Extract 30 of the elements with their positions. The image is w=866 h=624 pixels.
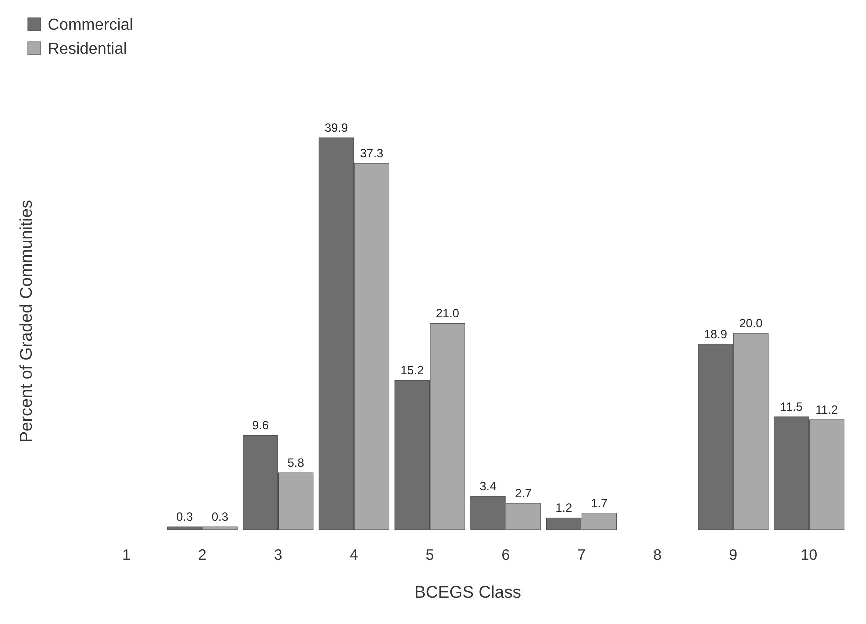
data-label: 11.5 (780, 400, 804, 414)
x-tick-label: 2 (198, 547, 207, 564)
x-axis-title: BCEGS Class (414, 583, 522, 602)
data-label: 3.4 (480, 480, 497, 494)
data-label: 1.7 (591, 496, 608, 510)
x-tick-label: 6 (502, 547, 510, 564)
x-tick-label: 8 (653, 547, 662, 564)
data-label: 37.3 (360, 146, 384, 161)
data-label: 20.0 (739, 316, 764, 331)
legend-label: Commercial (48, 17, 134, 34)
x-tick-label: 9 (729, 547, 738, 564)
x-tick-label: 10 (800, 547, 818, 564)
data-label: 5.8 (288, 456, 305, 470)
data-label: 39.9 (324, 121, 349, 135)
x-tick-label: 5 (426, 547, 434, 564)
data-label: 18.9 (704, 327, 728, 342)
x-tick-label: 7 (578, 547, 586, 564)
y-axis-title: Percent of Graded Communities (17, 200, 36, 443)
x-tick-label: 4 (350, 547, 358, 564)
legend-label: Residential (48, 41, 128, 58)
data-label: 21.0 (436, 306, 460, 321)
data-label: 15.2 (400, 364, 424, 378)
data-label: 0.3 (212, 510, 229, 524)
data-label: 2.7 (515, 486, 532, 500)
data-label: 1.2 (556, 501, 573, 516)
data-label: 11.2 (816, 402, 839, 417)
data-label: 0.3 (176, 510, 194, 524)
data-label: 9.6 (252, 418, 270, 433)
x-tick-label: 3 (274, 547, 283, 564)
x-tick-label: 1 (122, 547, 131, 564)
